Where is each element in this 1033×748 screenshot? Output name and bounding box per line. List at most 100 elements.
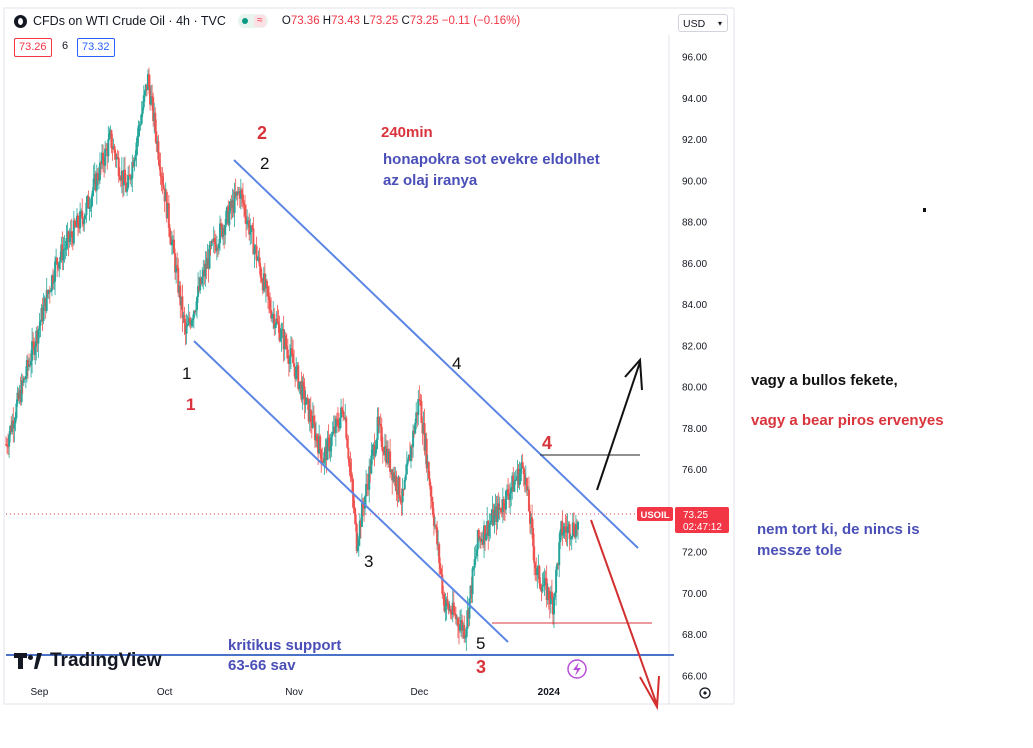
candle-body — [408, 454, 411, 462]
candle-body — [515, 479, 518, 481]
candle-body — [165, 191, 168, 219]
candle-body — [234, 191, 237, 196]
candle-body — [200, 277, 203, 284]
candle-body — [87, 196, 90, 209]
candle-body — [167, 203, 170, 228]
candle-body — [341, 407, 344, 411]
candle-body — [125, 182, 128, 192]
lightning-icon[interactable] — [567, 659, 587, 679]
candle-body — [431, 501, 434, 515]
candle-body — [472, 567, 475, 569]
y-tick-label: 72.00 — [682, 548, 707, 559]
candle-body — [18, 390, 21, 399]
candle-body — [420, 401, 423, 423]
candle-body — [518, 472, 521, 486]
candle-body — [208, 244, 211, 269]
candle-body — [502, 499, 505, 509]
candle-body — [547, 587, 550, 600]
candle-body — [375, 439, 378, 450]
candle-body — [160, 175, 163, 178]
candle-body — [368, 466, 371, 490]
candle-body — [369, 466, 372, 474]
candle-body — [350, 472, 353, 478]
candle-body — [340, 407, 343, 418]
candle-body — [428, 478, 431, 486]
candle-body — [259, 266, 262, 278]
candle-body — [298, 382, 301, 389]
close-value: 73.25 — [409, 15, 439, 27]
candle-body — [253, 248, 256, 255]
candle-body — [118, 176, 121, 180]
candle-body — [162, 184, 165, 189]
candle-body — [55, 257, 58, 262]
candle-body — [161, 177, 164, 185]
candle-body — [342, 410, 345, 418]
candle-body — [417, 399, 420, 416]
wave-label-black-1: 1 — [182, 364, 192, 383]
candle-body — [394, 475, 397, 482]
wave-label-red-1: 1 — [186, 395, 196, 414]
candle-body — [40, 307, 43, 322]
candle-body — [203, 270, 206, 277]
candle-body — [303, 386, 306, 405]
symbol-title[interactable]: CFDs on WTI Crude Oil · 4h · TVC — [33, 14, 226, 28]
candle-body — [94, 174, 97, 191]
candle-body — [344, 417, 347, 419]
market-status-icon[interactable]: ≈ — [237, 14, 268, 28]
candle-body — [557, 563, 560, 566]
candle-body — [180, 296, 183, 306]
ask-box[interactable]: 73.32 — [77, 38, 115, 57]
candle-body — [460, 620, 463, 625]
candle-body — [114, 152, 117, 160]
candle-body — [96, 173, 99, 181]
candle-body — [513, 481, 516, 492]
candle-body — [196, 296, 199, 310]
candle-body — [470, 585, 473, 595]
candle-body — [396, 490, 399, 495]
candle-body — [244, 205, 247, 216]
candle-body — [273, 314, 276, 329]
candle-body — [132, 162, 135, 167]
candle-body — [435, 525, 438, 528]
candle-body — [490, 520, 493, 523]
bid-box[interactable]: 73.26 — [14, 38, 52, 57]
candle-body — [49, 290, 52, 293]
candle-body — [478, 538, 481, 540]
annotation-scenario-bear: vagy a bear piros ervenyes — [751, 412, 944, 429]
candle-body — [258, 257, 261, 267]
candle-body — [233, 191, 236, 214]
candle-body — [140, 113, 143, 124]
change-value: −0.11 (−0.16%) — [441, 15, 521, 27]
candle-body — [248, 220, 251, 235]
candle-body — [93, 174, 96, 179]
candle-body — [552, 596, 555, 615]
candle-body — [559, 530, 562, 543]
candle-body — [358, 520, 361, 539]
settings-icon[interactable] — [699, 687, 711, 699]
candle-body — [50, 275, 53, 291]
candle-body — [554, 592, 557, 597]
candle-body — [90, 196, 93, 207]
candle-body — [355, 524, 358, 551]
candle-body — [34, 346, 37, 355]
candle-body — [149, 86, 152, 105]
candle-body — [400, 501, 403, 503]
candle-body — [80, 211, 83, 213]
candle-body — [154, 112, 157, 132]
candle-body — [151, 96, 154, 98]
candle-body — [493, 511, 496, 525]
candle-body — [223, 228, 226, 236]
candle-body — [486, 521, 489, 535]
annotation-timeframe: 240min — [381, 124, 433, 141]
candle-body — [385, 448, 388, 463]
candle-body — [43, 297, 46, 306]
currency-select[interactable]: USD ▾ — [678, 14, 728, 32]
candle-body — [522, 467, 525, 475]
candle-body — [416, 412, 419, 416]
candle-body — [146, 74, 149, 90]
candle-body — [130, 178, 133, 180]
symbol-logo-icon[interactable] — [14, 14, 27, 28]
candle-body — [187, 318, 190, 324]
candle-body — [516, 468, 519, 480]
